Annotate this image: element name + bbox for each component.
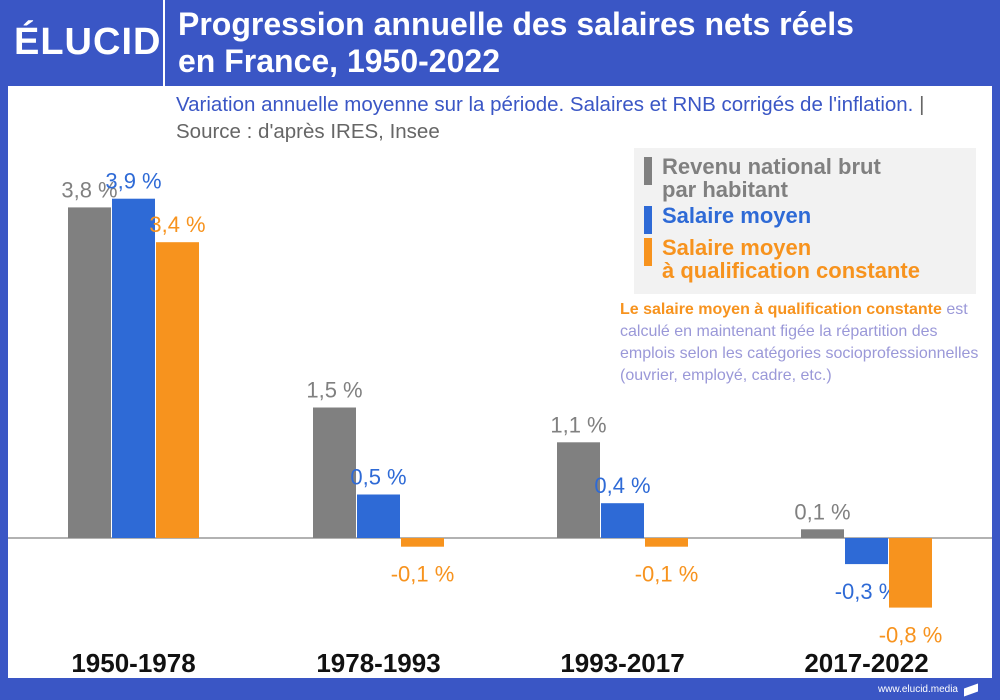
data-label: -0,1 % <box>635 562 699 587</box>
legend-label: Salaire moyen à qualification constante <box>662 235 920 283</box>
bar-salaire-moyen-1993-2017 <box>601 503 644 538</box>
title-line-2: en France, 1950-2022 <box>178 43 500 79</box>
title-line-1: Progression annuelle des salaires nets r… <box>178 6 854 42</box>
data-label: 0,5 % <box>350 465 406 490</box>
data-label: 3,4 % <box>149 212 205 237</box>
bar-salaire-qualif-1950-1978 <box>156 242 199 538</box>
legend-swatch <box>644 238 652 266</box>
category-label: 1978-1993 <box>316 648 440 678</box>
bar-salaire-qualif-1993-2017 <box>645 538 688 547</box>
legend-label: Revenu national brut par habitant <box>662 154 881 202</box>
bar-salaire-moyen-2017-2022 <box>845 538 888 565</box>
elucid-logo: ÉLUCID <box>14 21 162 63</box>
legend-item: Salaire moyen à qualification constante <box>644 236 920 282</box>
category-label: 1993-2017 <box>560 648 684 678</box>
legend-swatch <box>644 157 652 185</box>
data-label: 1,5 % <box>306 378 362 403</box>
chart-subtitle: Variation annuelle moyenne sur la périod… <box>176 91 976 145</box>
bar-rnb-1978-1993 <box>313 407 356 538</box>
legend-label: Salaire moyen <box>662 203 812 228</box>
bar-rnb-1950-1978 <box>68 207 111 538</box>
methodology-note: Le salaire moyen à qualification constan… <box>620 299 980 387</box>
data-label: 3,9 % <box>105 169 161 194</box>
data-label: -0,8 % <box>879 623 943 648</box>
legend-item: Revenu national brut par habitant <box>644 155 881 201</box>
bar-salaire-qualif-2017-2022 <box>889 538 932 608</box>
header-divider <box>163 0 165 86</box>
subtitle-text: Variation annuelle moyenne sur la périod… <box>176 93 914 116</box>
data-label: 3,8 % <box>61 177 117 202</box>
chart-title: Progression annuelle des salaires nets r… <box>178 6 988 80</box>
bar-salaire-qualif-1978-1993 <box>401 538 444 547</box>
header-bar: ÉLUCID Progression annuelle des salaires… <box>0 0 1000 86</box>
bar-rnb-2017-2022 <box>801 529 844 538</box>
chart-legend: Revenu national brut par habitant Salaire … <box>634 148 976 294</box>
data-label: 1,1 % <box>550 412 606 437</box>
bar-rnb-1993-2017 <box>557 442 600 538</box>
data-label: -0,1 % <box>391 562 455 587</box>
category-label: 2017-2022 <box>804 648 928 678</box>
chart-panel: Variation annuelle moyenne sur la périod… <box>8 86 992 678</box>
note-text: est calculé en maintenant figée la répar… <box>620 301 979 384</box>
data-label: -0,3 % <box>835 579 899 604</box>
note-highlight: Le salaire moyen à qualification constan… <box>620 301 942 318</box>
footer-logo-mark <box>964 683 978 697</box>
category-label: 1950-1978 <box>71 648 195 678</box>
legend-item: Salaire moyen <box>644 204 811 234</box>
data-label: 0,4 % <box>594 473 650 498</box>
data-label: 0,1 % <box>794 499 850 524</box>
subtitle-separator: | <box>919 93 925 116</box>
bar-chart: 3,8 %3,9 % 3,4 % 1950-1978 1,5 % 0,5 % -0,1 %… <box>8 169 992 678</box>
bar-salaire-moyen-1978-1993 <box>357 494 400 538</box>
subtitle-source: Source : d'après IRES, Insee <box>176 120 440 143</box>
legend-swatch <box>644 206 652 234</box>
footer-url: www.elucid.media <box>877 684 958 695</box>
bar-salaire-moyen-1950-1978 <box>112 198 155 538</box>
